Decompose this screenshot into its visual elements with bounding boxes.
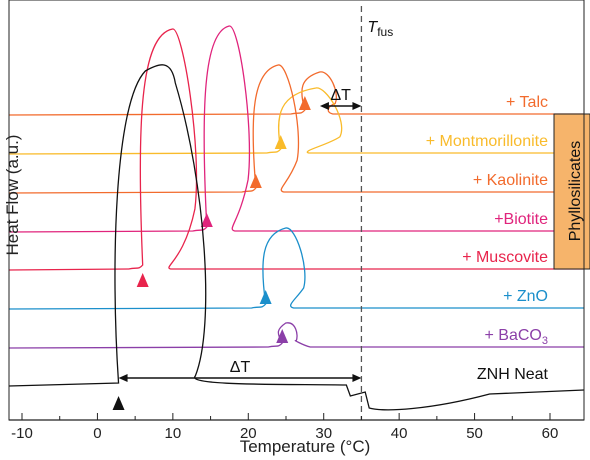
nucleation-marker [112, 396, 125, 410]
x-tick-label: 40 [391, 425, 408, 442]
series-line [8, 28, 584, 271]
series-label: + Muscovite [462, 249, 548, 266]
x-tick-label: -10 [11, 425, 33, 442]
nucleation-marker [298, 96, 311, 110]
delta-t-lower-label: ΔT [230, 359, 251, 376]
nucleation-marker [276, 329, 289, 343]
series-7: ZNH Neat [8, 64, 585, 411]
series-3: +Biotite [8, 25, 584, 233]
x-axis-label: Temperature (°C) [240, 437, 371, 456]
x-tick-label: 20 [240, 425, 257, 442]
delta-t-upper-label: ΔT [330, 87, 351, 104]
series-0: + Talc [8, 71, 584, 116]
series-lines: + Talc + Montmorillonite + Kaolinite +Bioti… [8, 25, 585, 411]
delta-t-lower-head-right [352, 374, 362, 382]
x-axis: -10 0 10 20 30 40 50 60 [8, 0, 585, 442]
series-label: + Montmorillonite [426, 133, 548, 150]
delta-t-lower-head-left [118, 374, 128, 382]
x-tick-label: 60 [542, 425, 559, 442]
series-line [8, 71, 584, 116]
series-1: + Montmorillonite [8, 87, 584, 155]
series-label: + ZnO [503, 288, 548, 305]
series-4: + Muscovite [8, 28, 584, 287]
series-label: + Kaolinite [473, 172, 548, 189]
x-tick-label: 50 [466, 425, 483, 442]
series-label: + Talc [506, 94, 548, 111]
series-label: ZNH Neat [477, 366, 549, 383]
delta-t-upper-head-left [319, 102, 329, 110]
phyllosilicates-label: Phyllosilicates [567, 141, 584, 241]
plot-frame [8, 0, 585, 421]
series-label: + BaCO3 [485, 327, 548, 347]
delta-t-upper-head-right [352, 102, 362, 110]
series-5: + ZnO [8, 227, 584, 310]
x-tick-label: 0 [93, 425, 101, 442]
series-line [8, 25, 584, 233]
nucleation-marker [274, 135, 287, 149]
series-2: + Kaolinite [8, 64, 584, 194]
nucleation-marker [200, 213, 213, 227]
series-6: + BaCO3 [8, 322, 584, 349]
series-label: +Biotite [494, 211, 548, 228]
nucleation-marker [259, 290, 272, 304]
nucleation-marker [136, 273, 149, 287]
series-line [8, 227, 584, 310]
nucleation-marker [249, 174, 262, 188]
tfus-label: Tfus [367, 19, 393, 39]
series-line [8, 64, 585, 411]
series-line [8, 64, 584, 194]
x-tick-label: 10 [165, 425, 182, 442]
series-line [8, 87, 584, 155]
x-tick-label: 30 [315, 425, 332, 442]
y-axis-label: Heat Flow (a.u.) [3, 135, 22, 256]
series-line [8, 322, 584, 349]
